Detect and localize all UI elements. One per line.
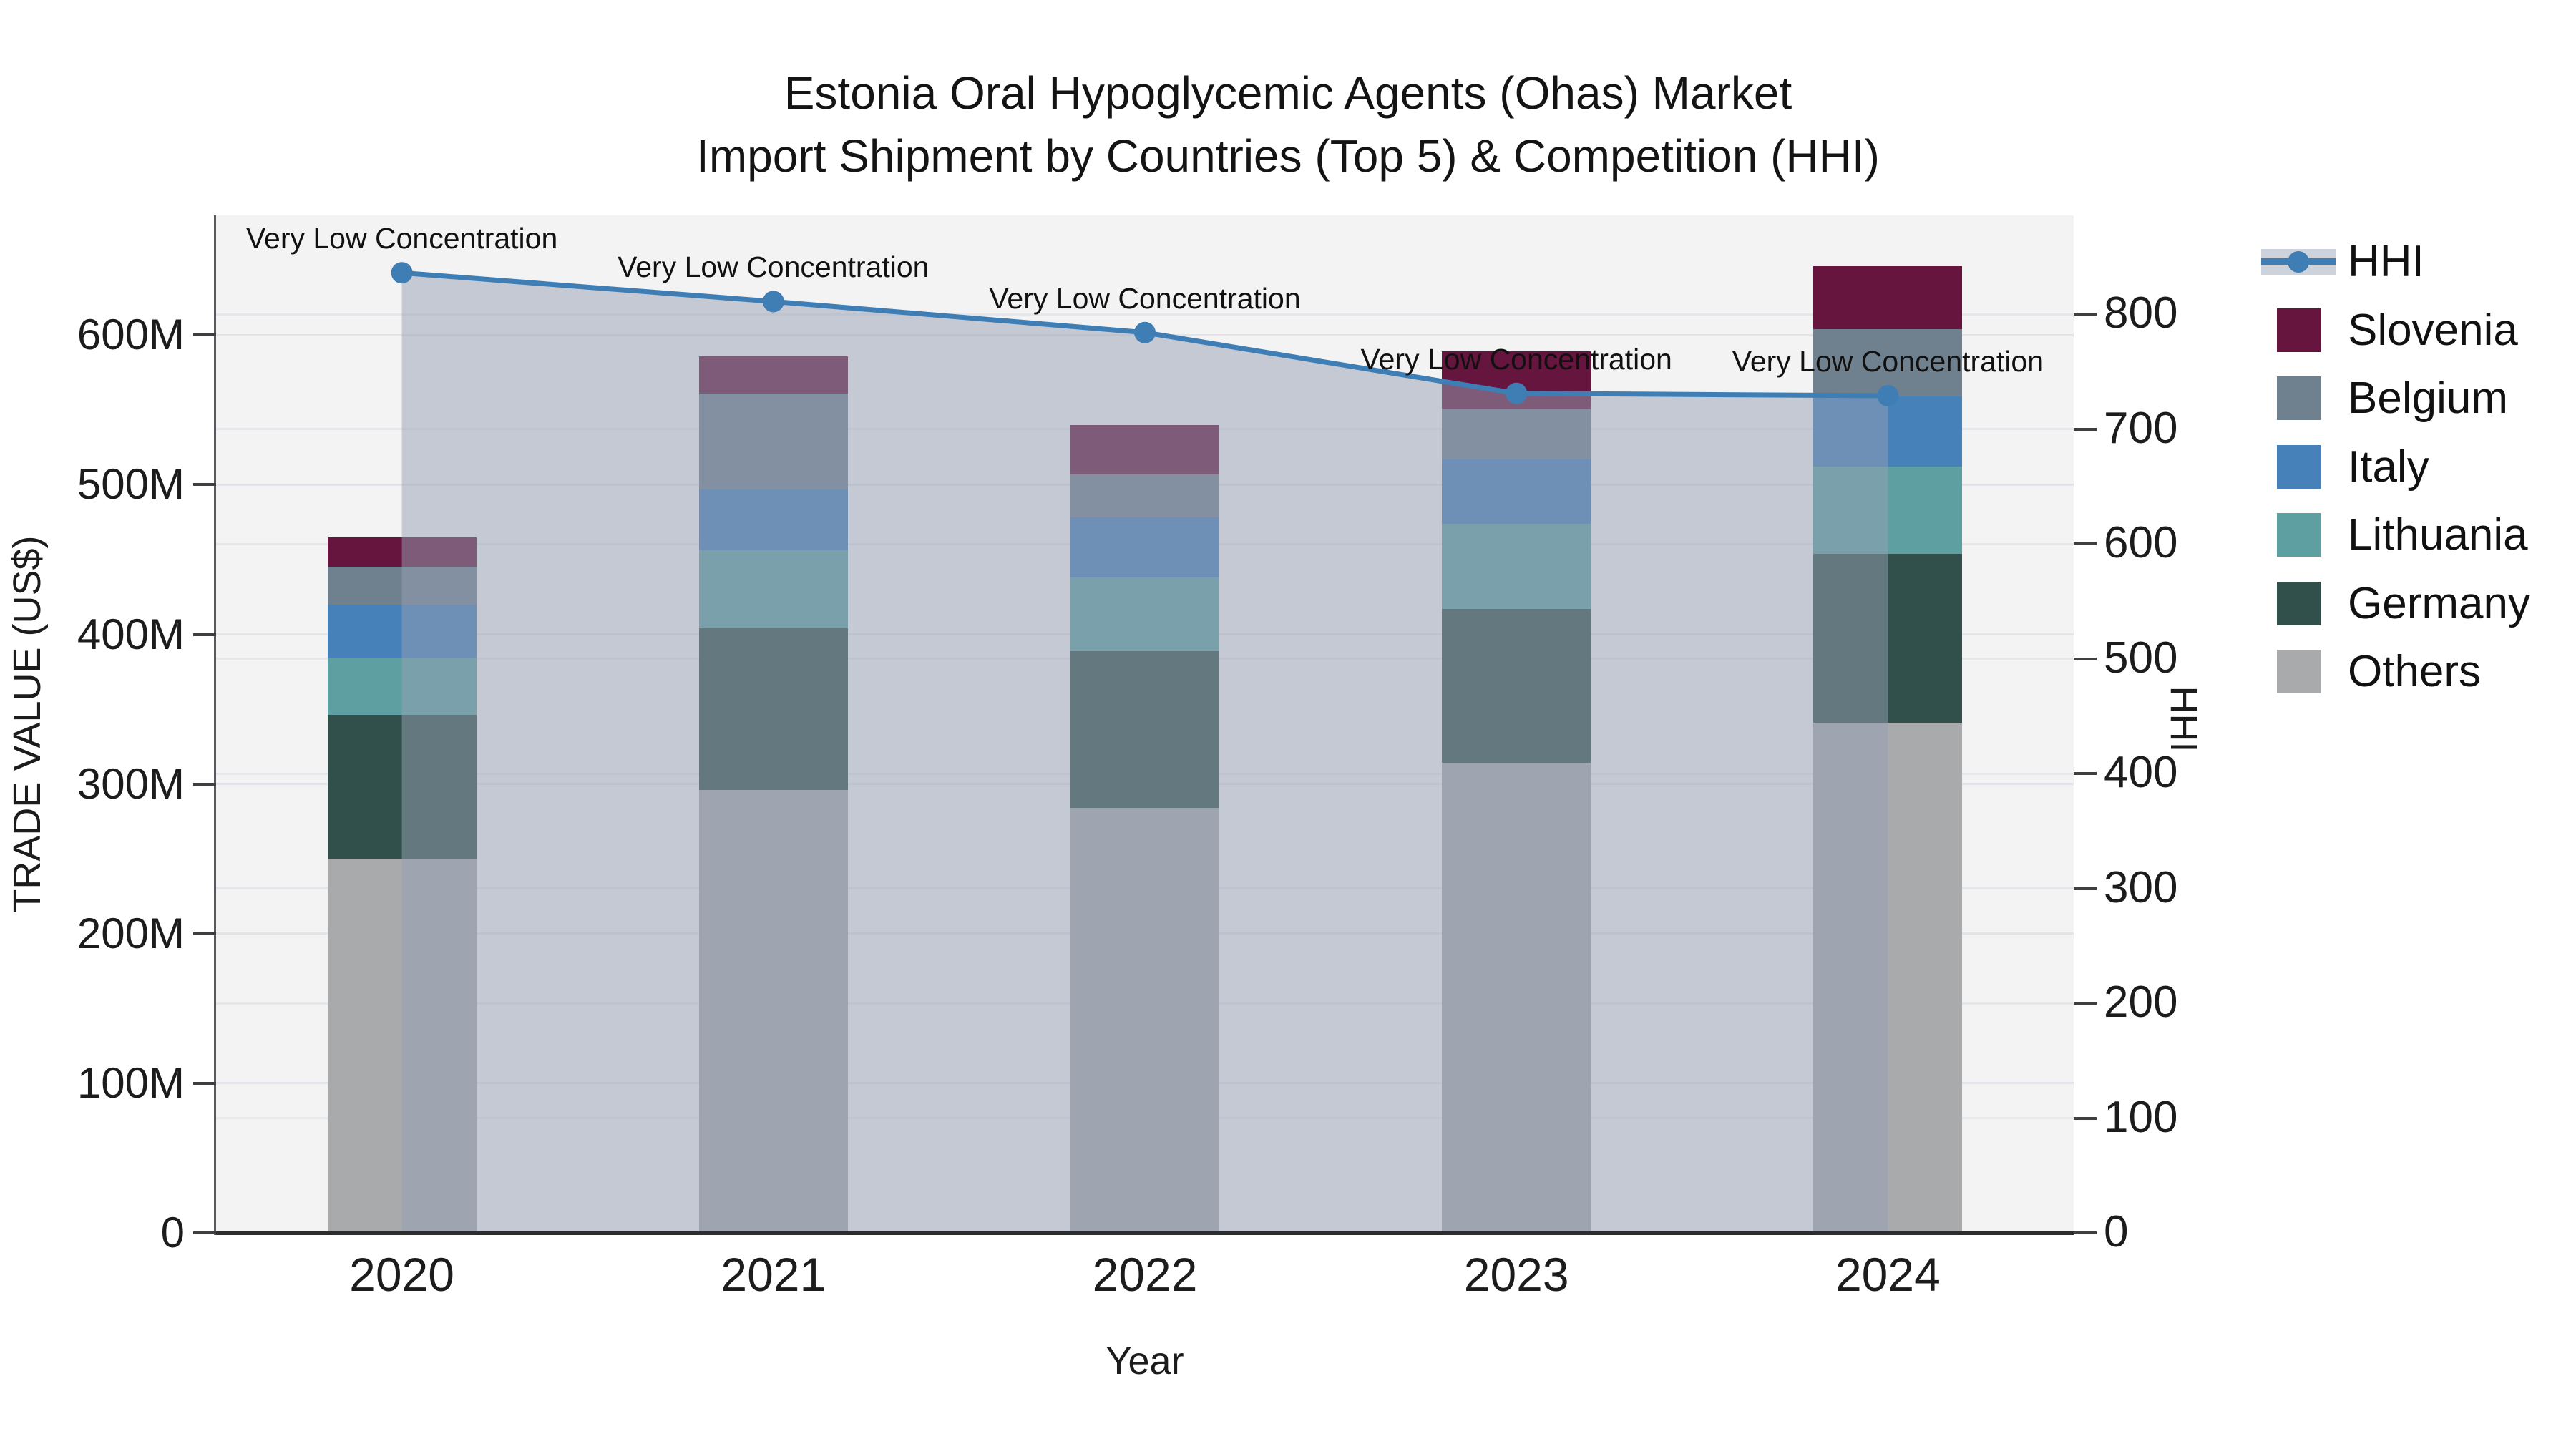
bar-2024-slovenia: [1813, 266, 1963, 329]
legend-item-belgium: Belgium: [2261, 364, 2508, 432]
legend-item-germany: Germany: [2261, 570, 2530, 638]
lithuania-color-swatch: [2277, 513, 2321, 557]
left-tick-500M: 500M: [77, 460, 185, 509]
x-tick-2024: 2024: [1835, 1248, 1941, 1301]
hhi-marker-2023: [1506, 382, 1528, 404]
chart-title: Estonia Oral Hypoglycemic Agents (Ohas) …: [0, 62, 2576, 187]
right-tickmark-600: [2074, 542, 2097, 546]
left-axis-title: TRADE VALUE (US$): [6, 535, 49, 913]
right-tickmark-300: [2074, 887, 2097, 890]
right-tick-500: 500: [2104, 633, 2178, 683]
y-axis-line: [214, 215, 216, 1235]
slovenia-color-swatch: [2277, 308, 2321, 352]
right-tick-700: 700: [2104, 403, 2178, 453]
others-swatch: [2261, 638, 2347, 706]
left-tickmark-300: [193, 782, 216, 786]
hhi-marker-2020: [391, 262, 413, 284]
left-tick-200M: 200M: [77, 909, 185, 957]
left-tickmark-500: [193, 483, 216, 487]
legend-item-hhi: HHI: [2261, 228, 2424, 296]
annotation-2022: Very Low Concentration: [989, 281, 1301, 315]
x-tick-2021: 2021: [721, 1248, 826, 1301]
hhi-marker-2022: [1134, 321, 1156, 343]
left-tickmark-0: [193, 1231, 216, 1234]
belgium-color-swatch: [2277, 376, 2321, 420]
left-tickmark-600: [193, 333, 216, 337]
legend-label-hhi: HHI: [2348, 237, 2424, 286]
italy-color-swatch: [2277, 444, 2321, 489]
left-tickmark-400: [193, 633, 216, 636]
plot-area: Very Low Concentration Very Low Concentra…: [216, 215, 2074, 1233]
hhi-area-fill: [401, 273, 1888, 1233]
right-tickmark-800: [2074, 313, 2097, 316]
legend-item-others: Others: [2261, 638, 2481, 706]
annotation-2021: Very Low Concentration: [618, 250, 930, 284]
legend-label-others: Others: [2348, 647, 2482, 696]
legend-label-lithuania: Lithuania: [2348, 510, 2528, 560]
left-tick-400M: 400M: [77, 610, 185, 658]
x-axis-line: [216, 1231, 2074, 1235]
chart-title-line2: Import Shipment by Countries (Top 5) & C…: [696, 130, 1880, 182]
legend-item-slovenia: Slovenia: [2261, 296, 2518, 364]
left-tick-0: 0: [160, 1209, 185, 1257]
right-tickmark-0: [2074, 1231, 2097, 1234]
others-color-swatch: [2277, 650, 2321, 693]
italy-swatch: [2261, 433, 2347, 501]
left-tick-300M: 300M: [77, 759, 185, 808]
right-tickmark-100: [2074, 1116, 2097, 1120]
right-tickmark-200: [2074, 1002, 2097, 1005]
gridline-right-800: [216, 313, 2074, 316]
x-tick-2020: 2020: [349, 1248, 454, 1301]
right-tick-200: 200: [2104, 977, 2178, 1027]
legend-item-italy: Italy: [2261, 433, 2429, 501]
right-tick-0: 0: [2104, 1207, 2129, 1257]
right-tick-800: 800: [2104, 288, 2178, 338]
right-tick-300: 300: [2104, 862, 2178, 912]
slovenia-swatch: [2261, 296, 2347, 364]
right-tick-600: 600: [2104, 518, 2178, 568]
lithuania-swatch: [2261, 501, 2347, 569]
annotation-2020: Very Low Concentration: [245, 222, 558, 255]
left-tickmark-100: [193, 1081, 216, 1085]
hhi-marker-2024: [1877, 384, 1899, 406]
belgium-swatch: [2261, 364, 2347, 432]
legend-label-slovenia: Slovenia: [2348, 305, 2518, 355]
legend-label-germany: Germany: [2348, 578, 2530, 628]
germany-swatch: [2261, 570, 2347, 638]
right-tick-100: 100: [2104, 1092, 2178, 1142]
chart-title-line1: Estonia Oral Hypoglycemic Agents (Ohas) …: [784, 67, 1792, 119]
right-tickmark-500: [2074, 657, 2097, 660]
legend-label-italy: Italy: [2348, 441, 2429, 492]
germany-color-swatch: [2277, 581, 2321, 625]
hhi-marker-2021: [762, 291, 784, 313]
right-axis-title: HHI: [2162, 686, 2205, 753]
annotation-2023: Very Low Concentration: [1360, 342, 1672, 376]
legend-item-lithuania: Lithuania: [2261, 501, 2528, 569]
x-axis-title: Year: [1106, 1340, 1184, 1382]
annotation-2024: Very Low Concentration: [1732, 344, 2044, 378]
left-tick-600M: 600M: [77, 311, 185, 359]
x-tick-2022: 2022: [1092, 1248, 1198, 1301]
right-tickmark-700: [2074, 427, 2097, 431]
x-tick-2023: 2023: [1463, 1248, 1569, 1301]
hhi-line-layer: [391, 262, 1899, 1233]
left-tick-100M: 100M: [77, 1058, 185, 1107]
hhi-line-symbol: [2261, 228, 2347, 296]
right-tickmark-400: [2074, 772, 2097, 775]
hhi-marker-glyph: [2288, 251, 2309, 273]
left-tickmark-200: [193, 932, 216, 935]
right-tick-400: 400: [2104, 748, 2178, 797]
legend-label-belgium: Belgium: [2348, 374, 2508, 423]
